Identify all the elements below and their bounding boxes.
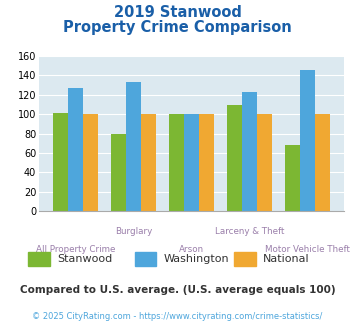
Bar bbox=[227, 105, 242, 211]
Text: Washington: Washington bbox=[163, 254, 229, 264]
Text: Compared to U.S. average. (U.S. average equals 100): Compared to U.S. average. (U.S. average … bbox=[20, 285, 335, 295]
Text: Arson: Arson bbox=[179, 245, 204, 254]
Bar bbox=[242, 92, 257, 211]
Bar bbox=[68, 88, 83, 211]
Bar bbox=[300, 70, 315, 211]
Bar bbox=[141, 114, 156, 211]
Text: 2019 Stanwood: 2019 Stanwood bbox=[114, 5, 241, 20]
Text: Motor Vehicle Theft: Motor Vehicle Theft bbox=[266, 245, 350, 254]
Text: All Property Crime: All Property Crime bbox=[36, 245, 115, 254]
Bar bbox=[169, 114, 184, 211]
Text: National: National bbox=[263, 254, 309, 264]
Bar bbox=[184, 114, 199, 211]
Bar bbox=[257, 114, 272, 211]
Text: Larceny & Theft: Larceny & Theft bbox=[215, 227, 284, 236]
Bar bbox=[111, 134, 126, 211]
Bar bbox=[315, 114, 331, 211]
Text: © 2025 CityRating.com - https://www.cityrating.com/crime-statistics/: © 2025 CityRating.com - https://www.city… bbox=[32, 312, 323, 321]
Bar bbox=[126, 82, 141, 211]
Text: Stanwood: Stanwood bbox=[57, 254, 112, 264]
Bar bbox=[199, 114, 214, 211]
Bar bbox=[53, 113, 68, 211]
Text: Property Crime Comparison: Property Crime Comparison bbox=[63, 20, 292, 35]
Bar bbox=[83, 114, 98, 211]
Text: Burglary: Burglary bbox=[115, 227, 152, 236]
Bar bbox=[285, 145, 300, 211]
